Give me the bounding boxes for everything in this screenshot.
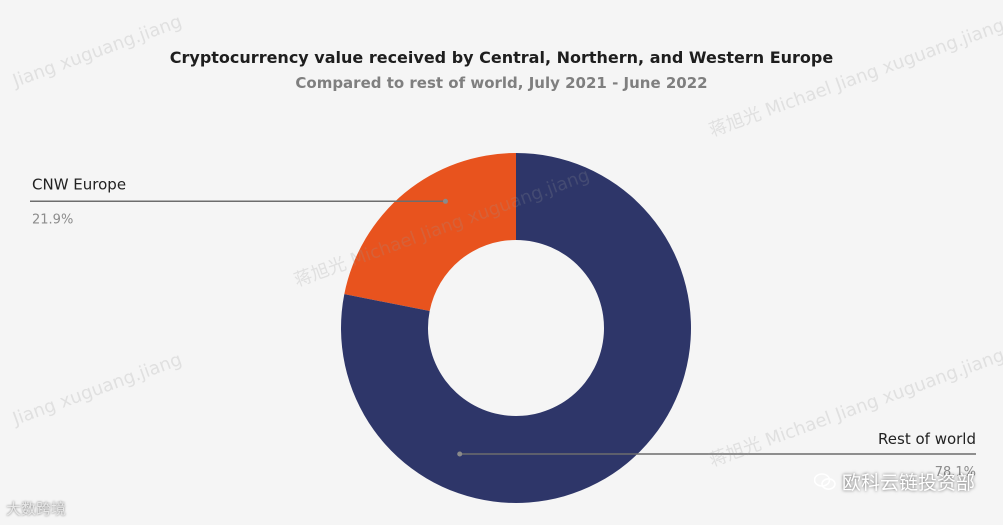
data-label-value: 21.9% [32,212,73,227]
footer-brand-left: 大数跨境 [6,500,67,518]
data-label-name: CNW Europe [32,175,126,193]
leader-dot [457,451,463,457]
leader-dot [442,198,448,204]
data-label-value: 78.1% [935,465,976,480]
wechat-icon [813,472,836,490]
chart-subtitle: Compared to rest of world, July 2021 - J… [295,74,708,92]
donut-slice-rest-of-world [341,153,692,503]
footer-brand-right: 欧科云链投资部 [813,468,975,495]
donut-slice-cnw-europe [344,153,516,311]
footer-brand-right-text: 欧科云链投资部 [841,472,975,494]
data-label-name: Rest of world [878,430,976,448]
chart-title: Cryptocurrency value received by Central… [169,48,834,67]
